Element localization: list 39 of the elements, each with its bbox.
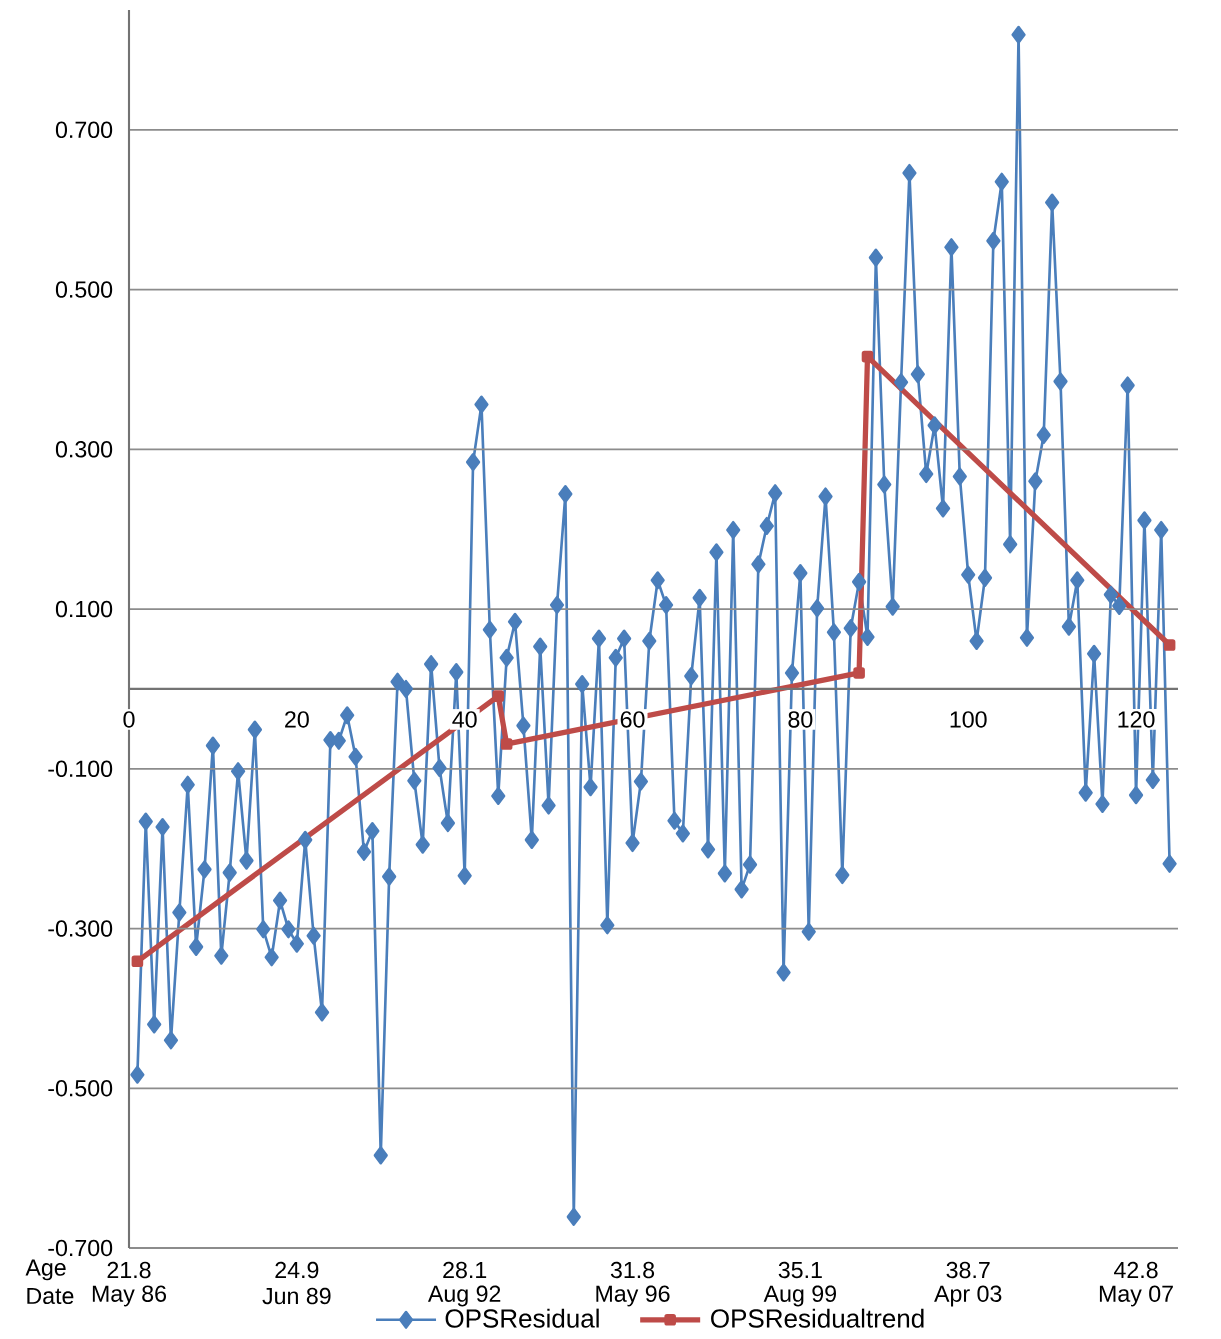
text: 35.1 — [778, 1261, 822, 1279]
text: 42.8 — [1114, 1261, 1158, 1279]
point — [861, 350, 874, 363]
x-tick-label: 40 — [452, 711, 477, 728]
legend-label: OPSResidualtrend — [711, 1308, 924, 1328]
text: May 96 — [596, 1285, 670, 1307]
y-tick-label: 0.500 — [55, 281, 113, 298]
text: 38.7 — [946, 1261, 990, 1279]
y-tick-label: 0.700 — [55, 121, 113, 139]
x-tick-label: 0 — [123, 711, 135, 728]
y-tick-label: 0.100 — [55, 600, 113, 618]
point — [853, 667, 865, 679]
x-tick-label: 80 — [788, 711, 813, 728]
x-tick-label: 100 — [950, 711, 987, 728]
text: Jun 89 — [262, 1287, 331, 1305]
text: 28.1 — [443, 1261, 487, 1279]
y-tick-label: -0.700 — [48, 1239, 113, 1257]
text: Apr 03 — [934, 1285, 1002, 1307]
x-tick-label: 120 — [1118, 711, 1155, 728]
text: Aug 99 — [763, 1285, 836, 1307]
point — [131, 955, 144, 968]
legend-label: OPSResidual — [445, 1308, 599, 1328]
text: 24.9 — [275, 1261, 319, 1279]
text: Age — [25, 1259, 66, 1281]
text: May 07 — [1099, 1285, 1173, 1307]
y-tick-label: -0.300 — [48, 920, 113, 937]
point — [500, 738, 513, 750]
x-tick-label: 60 — [620, 711, 645, 728]
text: 21.8 — [107, 1261, 151, 1279]
y-tick-label: -0.100 — [48, 760, 113, 777]
point — [1163, 639, 1176, 651]
text: Aug 92 — [427, 1285, 501, 1307]
y-tick-label: -0.500 — [48, 1080, 113, 1097]
text: 31.8 — [610, 1261, 655, 1279]
point — [492, 690, 505, 702]
y-tick-label: 0.300 — [55, 441, 113, 458]
text: Date — [27, 1287, 74, 1305]
text: May 86 — [92, 1285, 167, 1307]
x-tick-label: 20 — [285, 711, 309, 728]
